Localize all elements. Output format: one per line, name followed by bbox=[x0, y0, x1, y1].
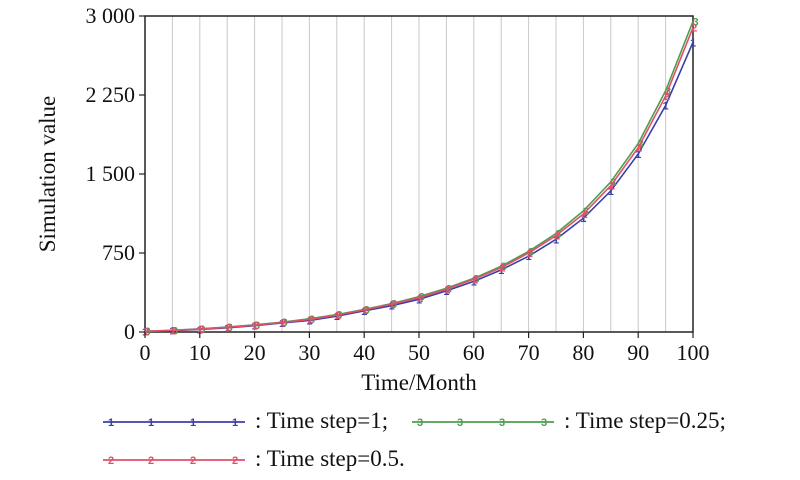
data-point: 2 bbox=[554, 231, 560, 243]
legend-marker: 1 bbox=[148, 417, 154, 429]
data-point: 3 bbox=[227, 322, 233, 334]
data-point: 1 bbox=[224, 323, 230, 335]
legend-marker: 1 bbox=[108, 417, 114, 429]
data-point: 1 bbox=[416, 294, 422, 306]
data-point: 1 bbox=[306, 315, 312, 327]
data-point: 3 bbox=[199, 324, 205, 336]
data-point: 1 bbox=[608, 186, 614, 198]
data-point: 1 bbox=[690, 37, 696, 49]
data-point: 2 bbox=[362, 305, 368, 317]
legend-marker: 3 bbox=[499, 417, 505, 429]
data-point: 2 bbox=[198, 324, 204, 336]
y-axis-ticks: 0 750 1 500 2 250 3 000 bbox=[86, 3, 145, 344]
data-point: 1 bbox=[361, 306, 367, 318]
data-point: 3 bbox=[391, 299, 397, 311]
data-point: 1 bbox=[498, 265, 504, 277]
data-point: 1 bbox=[443, 286, 449, 298]
legend-marker: 3 bbox=[417, 417, 423, 429]
legend-label: : Time step=0.25; bbox=[564, 408, 726, 433]
data-point: 3 bbox=[692, 16, 698, 28]
data-point: 2 bbox=[308, 314, 314, 326]
legend-marker: 3 bbox=[541, 417, 547, 429]
data-point: 2 bbox=[253, 320, 259, 332]
y-tick-label: 1 500 bbox=[86, 161, 136, 186]
legend-marker: 2 bbox=[108, 455, 114, 467]
data-point: 2 bbox=[445, 284, 451, 296]
data-point: 1 bbox=[580, 213, 586, 225]
legend-label: : Time step=0.5. bbox=[255, 446, 405, 471]
legend-marker: 3 bbox=[457, 417, 463, 429]
data-point: 1 bbox=[389, 301, 395, 313]
data-point: 2 bbox=[691, 23, 697, 35]
x-tick-label: 100 bbox=[677, 340, 710, 365]
legend-item: 3 3 3 3 : Time step=0.25; bbox=[412, 408, 726, 433]
data-point: 1 bbox=[471, 276, 477, 288]
data-point: 2 bbox=[499, 263, 505, 275]
x-tick-label: 50 bbox=[408, 340, 430, 365]
data-point: 1 bbox=[526, 251, 532, 263]
data-point: 2 bbox=[335, 310, 341, 322]
data-point: 2 bbox=[417, 293, 423, 305]
series-group: 1111111111111111111113333333333333333333… bbox=[142, 16, 699, 338]
legend-marker: 2 bbox=[232, 455, 238, 467]
data-point: 3 bbox=[254, 320, 260, 332]
data-point: 2 bbox=[609, 181, 615, 193]
data-point: 1 bbox=[635, 149, 641, 161]
data-point: 2 bbox=[582, 209, 588, 221]
data-point: 1 bbox=[279, 318, 285, 330]
data-point: 2 bbox=[171, 325, 177, 337]
data-point: 3 bbox=[364, 304, 370, 316]
x-tick-label: 10 bbox=[189, 340, 211, 365]
series-line bbox=[144, 27, 694, 333]
data-point: 3 bbox=[144, 326, 150, 338]
data-point: 3 bbox=[528, 246, 534, 258]
x-tick-label: 40 bbox=[353, 340, 375, 365]
data-point: 1 bbox=[169, 326, 175, 338]
x-tick-label: 80 bbox=[572, 340, 594, 365]
data-point: 2 bbox=[664, 91, 670, 103]
data-point: 1 bbox=[197, 324, 203, 336]
data-point: 2 bbox=[280, 318, 286, 330]
x-axis-ticks: 0 10 20 30 40 50 60 70 80 90 100 bbox=[140, 332, 710, 365]
data-point: 3 bbox=[172, 325, 178, 337]
x-tick-label: 0 bbox=[140, 340, 151, 365]
x-tick-label: 90 bbox=[627, 340, 649, 365]
data-point: 2 bbox=[143, 326, 149, 338]
legend-marker: 1 bbox=[232, 417, 238, 429]
y-tick-label: 0 bbox=[124, 319, 135, 344]
data-point: 1 bbox=[553, 234, 559, 246]
data-point: 1 bbox=[663, 101, 669, 113]
data-point: 2 bbox=[527, 248, 533, 260]
legend-marker: 2 bbox=[190, 455, 196, 467]
data-point: 2 bbox=[472, 274, 478, 286]
x-tick-label: 20 bbox=[244, 340, 266, 365]
y-tick-label: 750 bbox=[102, 240, 135, 265]
x-tick-label: 60 bbox=[463, 340, 485, 365]
data-point: 3 bbox=[281, 317, 287, 329]
x-tick-label: 70 bbox=[518, 340, 540, 365]
x-tick-label: 30 bbox=[298, 340, 320, 365]
legend-item: 1 1 1 1 : Time step=1; bbox=[103, 408, 388, 433]
legend-item: 2 2 2 2 : Time step=0.5. bbox=[103, 446, 405, 471]
y-tick-label: 2 250 bbox=[86, 82, 136, 107]
data-point: 3 bbox=[336, 310, 342, 322]
data-point: 3 bbox=[473, 273, 479, 285]
legend: 1 1 1 1 : Time step=1; 3 3 3 3 : Time step=0.25; 2… bbox=[103, 408, 726, 471]
data-point: 1 bbox=[252, 321, 258, 333]
legend-label: : Time step=1; bbox=[255, 408, 388, 433]
legend-marker: 1 bbox=[190, 417, 196, 429]
legend-marker: 2 bbox=[148, 455, 154, 467]
data-point: 2 bbox=[636, 143, 642, 155]
data-point: 3 bbox=[446, 283, 452, 295]
y-axis-title: Simulation value bbox=[35, 96, 60, 253]
data-point: 2 bbox=[390, 299, 396, 311]
data-point: 2 bbox=[225, 322, 231, 334]
data-point: 3 bbox=[309, 314, 315, 326]
series-2: 2 2 2 2 2 2 2 2 2 2 2 2 2 2 2 2 2 2 2 2 2 bbox=[143, 23, 697, 339]
grid bbox=[171, 16, 667, 332]
y-tick-label: 3 000 bbox=[86, 3, 136, 28]
x-axis-title: Time/Month bbox=[361, 370, 477, 395]
data-point: 1 bbox=[334, 311, 340, 323]
